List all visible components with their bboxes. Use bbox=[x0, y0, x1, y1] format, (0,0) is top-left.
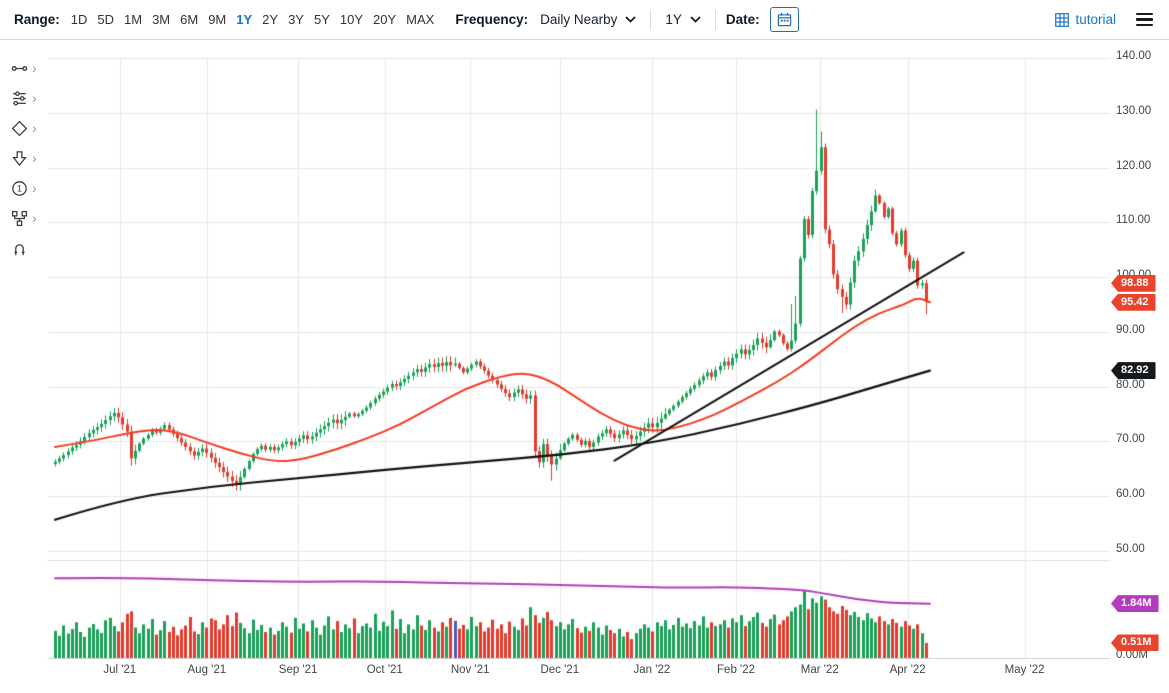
range-2y[interactable]: 2Y bbox=[257, 10, 283, 29]
range-selector: 1D 5D 1M 3M 6M 9M 1Y 2Y 3Y 5Y 10Y 20Y MAX bbox=[66, 10, 440, 29]
range-1d[interactable]: 1D bbox=[66, 10, 93, 29]
period-value: 1Y bbox=[665, 12, 682, 27]
tool-number-tool[interactable]: 1 › bbox=[11, 177, 55, 199]
frequency-label: Frequency: bbox=[455, 12, 529, 27]
date-label: Date: bbox=[725, 12, 760, 27]
shape-tool-icon bbox=[11, 120, 28, 136]
range-6m[interactable]: 6M bbox=[175, 10, 203, 29]
price-chart-canvas[interactable] bbox=[0, 40, 1169, 693]
range-label: Range: bbox=[14, 12, 60, 27]
drawing-toolbar: › › › › 1 › › bbox=[0, 57, 55, 259]
range-5y[interactable]: 5Y bbox=[309, 10, 335, 29]
range-3m[interactable]: 3M bbox=[147, 10, 175, 29]
menu-button[interactable] bbox=[1132, 9, 1157, 31]
toolbar-divider bbox=[714, 9, 716, 30]
arrow-down-tool-icon bbox=[12, 150, 27, 166]
chevron-down-icon bbox=[690, 16, 701, 23]
range-1y[interactable]: 1Y bbox=[231, 10, 257, 29]
range-9m[interactable]: 9M bbox=[203, 10, 231, 29]
tool-shape-tool[interactable]: › bbox=[11, 117, 55, 139]
range-3y[interactable]: 3Y bbox=[283, 10, 309, 29]
calendar-button[interactable] bbox=[769, 7, 799, 32]
range-10y[interactable]: 10Y bbox=[335, 10, 368, 29]
range-max[interactable]: MAX bbox=[401, 10, 439, 29]
tool-study-tool[interactable]: › bbox=[11, 87, 55, 109]
tutorial-label: tutorial bbox=[1075, 12, 1116, 27]
chart-toolbar: Range: 1D 5D 1M 3M 6M 9M 1Y 2Y 3Y 5Y 10Y 20Y MAX Fre… bbox=[0, 0, 1169, 40]
period-dropdown[interactable]: 1Y bbox=[659, 10, 707, 29]
magnet-tool-icon bbox=[14, 243, 25, 255]
line-tool-icon bbox=[11, 65, 28, 71]
chart-area: 140.00 130.00 120.00 110.00 100.00 90.00 80.00… bbox=[0, 40, 1169, 693]
chevron-right-icon: › bbox=[32, 120, 37, 136]
toolbar-right: tutorial bbox=[1055, 9, 1157, 31]
range-5d[interactable]: 5D bbox=[92, 10, 119, 29]
tool-magnet-tool[interactable] bbox=[11, 237, 55, 259]
chevron-right-icon: › bbox=[32, 150, 37, 166]
range-20y[interactable]: 20Y bbox=[368, 10, 401, 29]
tool-arrow-tool[interactable]: › bbox=[11, 147, 55, 169]
tool-line-tool[interactable]: › bbox=[11, 57, 55, 79]
tutorial-link[interactable]: tutorial bbox=[1055, 12, 1116, 27]
frequency-dropdown[interactable]: Daily Nearby bbox=[534, 10, 642, 29]
chevron-right-icon: › bbox=[32, 90, 37, 106]
frequency-value: Daily Nearby bbox=[540, 12, 618, 27]
range-1m[interactable]: 1M bbox=[119, 10, 147, 29]
grid-icon bbox=[1055, 12, 1070, 27]
chevron-down-icon bbox=[625, 16, 637, 23]
chevron-right-icon: › bbox=[32, 180, 37, 196]
study-tool-icon bbox=[13, 90, 26, 106]
toolbar-divider bbox=[650, 9, 652, 30]
tool-connector-tool[interactable]: › bbox=[11, 207, 55, 229]
svg-text:1: 1 bbox=[17, 183, 22, 193]
connector-tool-icon bbox=[11, 210, 28, 226]
chevron-right-icon: › bbox=[32, 60, 37, 76]
chevron-right-icon: › bbox=[32, 210, 37, 226]
hamburger-icon bbox=[1136, 12, 1153, 16]
calendar-icon bbox=[777, 12, 791, 27]
number-annotation-tool-icon: 1 bbox=[12, 180, 27, 196]
